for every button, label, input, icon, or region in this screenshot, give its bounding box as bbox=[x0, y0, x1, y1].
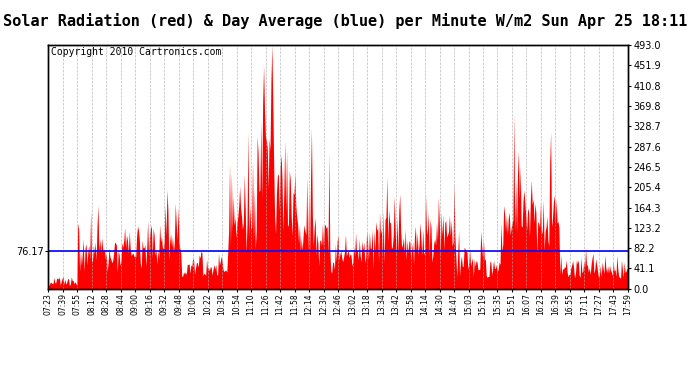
Text: Copyright 2010 Cartronics.com: Copyright 2010 Cartronics.com bbox=[51, 48, 221, 57]
Text: Solar Radiation (red) & Day Average (blue) per Minute W/m2 Sun Apr 25 18:11: Solar Radiation (red) & Day Average (blu… bbox=[3, 13, 687, 29]
